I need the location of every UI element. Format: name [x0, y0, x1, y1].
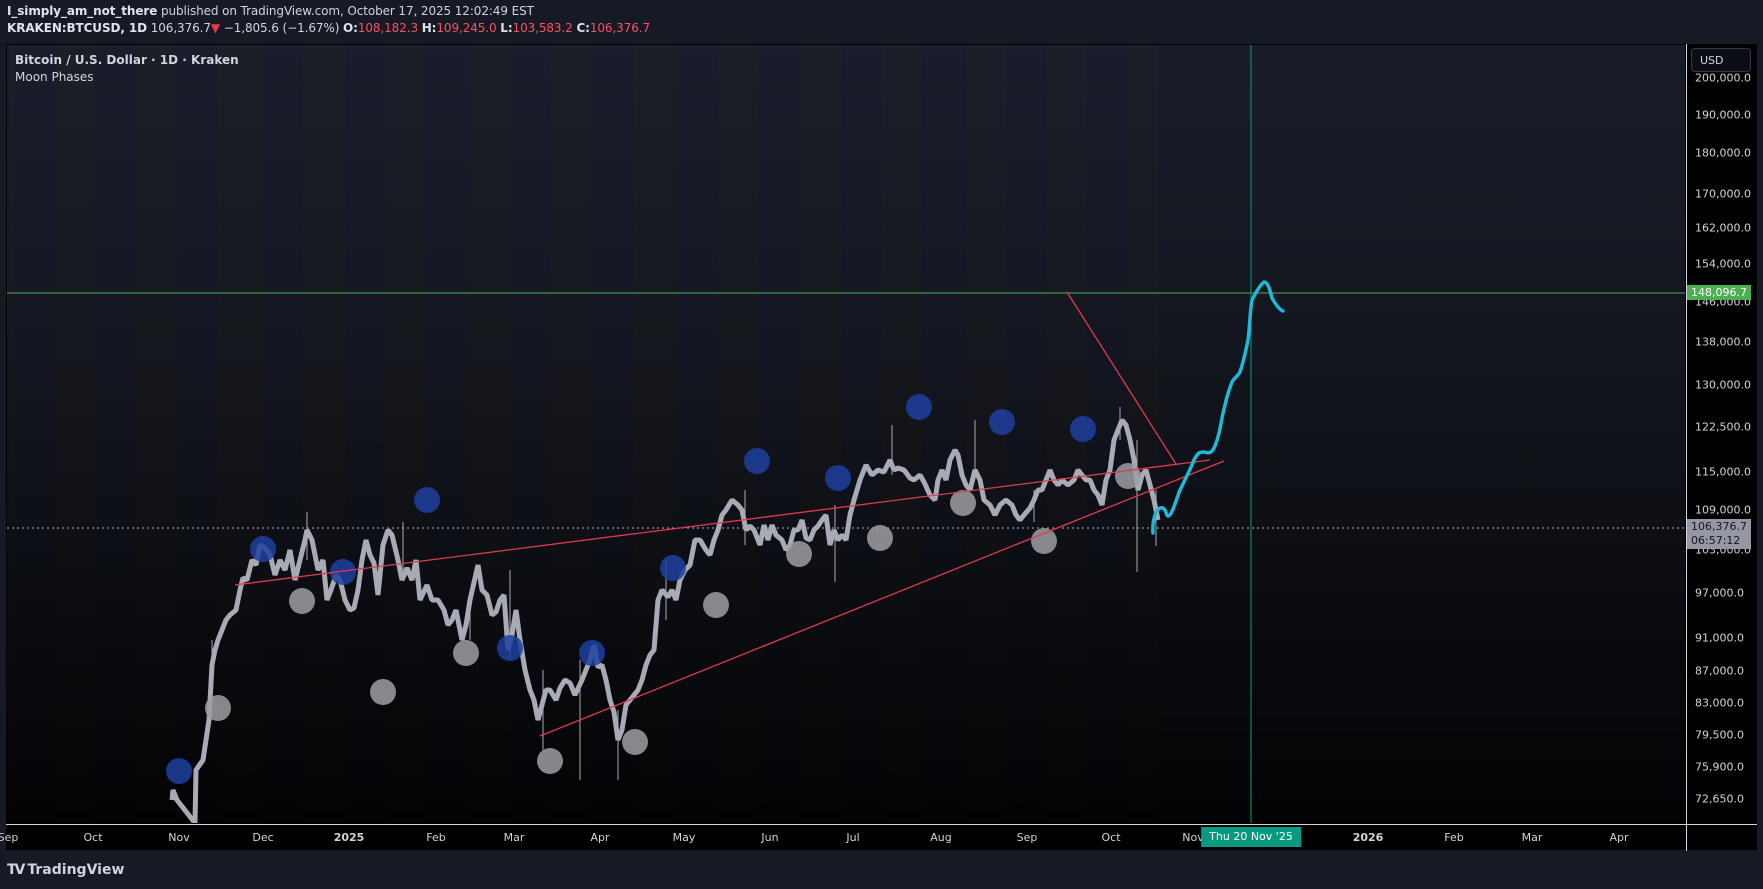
price-tick-label: 83,000.0 [1695, 696, 1744, 710]
price-tick-label: 190,000.0 [1695, 108, 1751, 122]
price-axis[interactable]: 200,000.0 190,000.0 180,000.0 170,000.0 162,… [1686, 44, 1757, 824]
last-price-value: 106,376.7 [1691, 520, 1747, 533]
time-tick-label: 2026 [1352, 831, 1384, 844]
crosshair-date-tag: Thu 20 Nov '25 [1201, 827, 1301, 847]
price-tick-label: 87,000.0 [1695, 664, 1744, 678]
open-value: 108,182.3 [357, 21, 418, 35]
close-value: 106,376.7 [589, 21, 651, 35]
time-tick-label: Nov [168, 831, 190, 844]
bar-countdown: 06:57:12 [1691, 534, 1741, 547]
symbol-title[interactable]: Bitcoin / U.S. Dollar · 1D · Kraken [15, 53, 239, 67]
author-name[interactable]: I_simply_am_not_there [7, 4, 158, 18]
time-tick-label: Apr [1609, 831, 1629, 844]
chart-pane[interactable] [6, 44, 1686, 824]
publish-info: I_simply_am_not_there published on Tradi… [7, 4, 534, 18]
chart-legend: Bitcoin / U.S. Dollar · 1D · Kraken Moon… [15, 52, 239, 86]
price-tick-label: 138,000.0 [1695, 335, 1751, 349]
time-tick-label: Jun [761, 831, 779, 844]
price-tick-label: 130,000.0 [1695, 378, 1751, 392]
time-tick-label: Feb [1444, 831, 1464, 844]
time-axis[interactable]: Sep Oct Nov Dec 2025 Feb Mar Apr May Jun Jul Aug Sep… [0, 824, 1757, 851]
tradingview-logo[interactable]: TV TradingView [7, 862, 124, 878]
time-tick-label: Dec [252, 831, 274, 844]
close-label: C: [576, 21, 590, 35]
open-label: O: [343, 21, 358, 35]
price-tick-label: 154,000.0 [1695, 257, 1751, 271]
price-tick-label: 180,000.0 [1695, 146, 1751, 160]
low-value: 103,583.2 [512, 21, 573, 35]
high-label: H: [421, 21, 437, 35]
time-tick-label: Jul [846, 831, 860, 844]
time-tick-label: Sep [0, 831, 19, 844]
low-label: L: [500, 21, 513, 35]
time-tick-label: Feb [426, 831, 446, 844]
price-tick-label: 170,000.0 [1695, 187, 1751, 201]
time-tick-label: Nov [1182, 831, 1204, 844]
high-value: 109,245.0 [436, 21, 497, 35]
price-tick-label: 75,900.0 [1695, 760, 1744, 774]
price-tick-label: 115,000.0 [1695, 465, 1751, 479]
symbol-label: KRAKEN:BTCUSD, 1D [7, 21, 147, 35]
time-tick-label: Aug [930, 831, 952, 844]
time-tick-label: Apr [590, 831, 610, 844]
time-tick-label: Mar [1521, 831, 1543, 844]
axis-corner-divider [1686, 825, 1687, 851]
down-arrow-icon: ▼ [210, 21, 221, 35]
price-tick-label: 79,500.0 [1695, 728, 1744, 742]
ohlc-bar: KRAKEN:BTCUSD, 1D 106,376.7▼ −1,805.6 (−… [7, 21, 650, 35]
time-tick-label: Oct [83, 831, 103, 844]
price-tick-label: 122,500.0 [1695, 420, 1751, 434]
time-tick-label: May [672, 831, 696, 844]
price-tick-label: 91,000.0 [1695, 631, 1744, 645]
price-change: −1,805.6 (−1.67%) [223, 21, 340, 35]
target-price-tag: 148,096.7 [1687, 285, 1751, 300]
price-tick-label: 109,000.0 [1695, 503, 1751, 517]
tradingview-logo-icon: TV [7, 862, 25, 878]
last-price: 106,376.7 [150, 21, 211, 35]
time-tick-label: Oct [1101, 831, 1121, 844]
currency-button[interactable]: USD [1691, 48, 1751, 72]
published-text: published on TradingView.com, October 17… [160, 4, 534, 18]
brand-name: TradingView [27, 862, 125, 878]
time-tick-label: Sep [1016, 831, 1038, 844]
time-tick-label: 2025 [333, 831, 365, 844]
time-tick-label: Mar [503, 831, 525, 844]
indicator-name[interactable]: Moon Phases [15, 70, 94, 84]
price-tick-label: 200,000.0 [1695, 71, 1751, 85]
price-tick-label: 72,650.0 [1695, 792, 1744, 806]
price-tick-label: 162,000.0 [1695, 221, 1751, 235]
price-tick-label: 97,000.0 [1695, 586, 1744, 600]
last-price-tag: 106,376.7 06:57:12 [1687, 519, 1751, 549]
